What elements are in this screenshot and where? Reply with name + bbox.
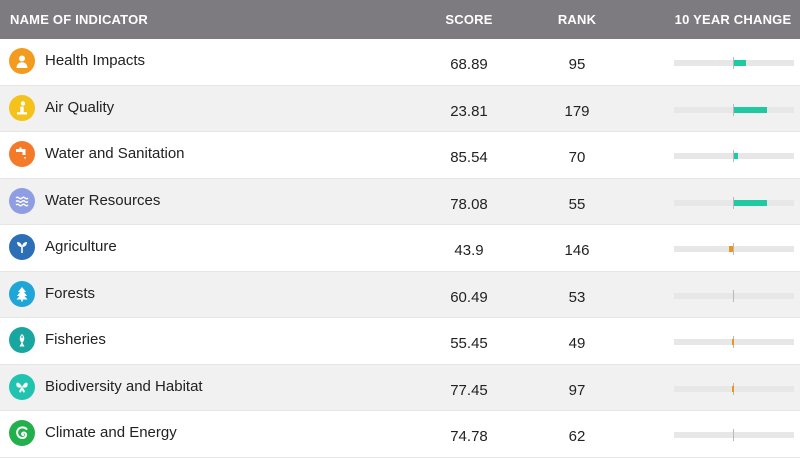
table-row[interactable]: Water Resources 78.08 55 xyxy=(0,178,800,225)
change-zero-line xyxy=(733,382,734,395)
indicator-label: Climate and Energy xyxy=(45,424,177,441)
indicator-label: Agriculture xyxy=(45,238,117,255)
change-fill xyxy=(733,153,739,159)
fish-icon xyxy=(9,327,35,353)
ten-year-change-bar xyxy=(674,429,794,441)
indicator-label: Water Resources xyxy=(45,191,161,209)
ten-year-change-bar xyxy=(674,289,794,302)
indicator-label: Health Impacts xyxy=(45,52,146,69)
faucet-icon xyxy=(9,141,35,167)
rank-value: 95 xyxy=(568,56,586,73)
table-row[interactable]: Forests 60.49 53 xyxy=(0,271,800,318)
indicator-label: Forests xyxy=(45,284,96,302)
waves-icon xyxy=(9,187,35,214)
rank-value: 53 xyxy=(568,288,586,306)
change-fill xyxy=(733,199,767,206)
ten-year-change-bar xyxy=(674,382,794,395)
score-value: 78.08 xyxy=(450,195,488,213)
indicator-label: Fisheries xyxy=(45,331,106,348)
header-rank[interactable]: RANK xyxy=(557,12,597,27)
header-score[interactable]: SCORE xyxy=(445,12,493,27)
score-value: 60.49 xyxy=(450,288,488,306)
change-fill xyxy=(731,339,734,345)
table-row[interactable]: Fisheries 55.45 49 xyxy=(0,318,800,365)
score-value: 43.9 xyxy=(454,242,484,259)
table-row[interactable]: Air Quality 23.81 179 xyxy=(0,85,800,132)
rank-value: 179 xyxy=(564,102,590,120)
score-value: 85.54 xyxy=(450,149,488,166)
change-zero-line xyxy=(733,429,734,441)
butterfly-icon xyxy=(9,373,35,400)
table-body: Health Impacts 68.89 95 Air Quality 23.8… xyxy=(0,39,800,458)
rank-value: 49 xyxy=(568,335,586,352)
table-row[interactable]: Health Impacts 68.89 95 xyxy=(0,39,800,86)
ten-year-change-bar xyxy=(674,196,794,209)
sprout-icon xyxy=(9,234,35,260)
table-header: NAME OF INDICATOR SCORE RANK 10 YEAR CHA… xyxy=(0,0,800,39)
ten-year-change-bar xyxy=(674,57,794,69)
header-name-of-indicator[interactable]: NAME OF INDICATOR xyxy=(10,12,148,27)
tree-icon xyxy=(9,280,35,307)
table-row[interactable]: Biodiversity and Habitat 77.45 97 xyxy=(0,364,800,411)
change-zero-line xyxy=(733,336,734,348)
indicator-label: Biodiversity and Habitat xyxy=(45,377,203,395)
change-fill xyxy=(733,60,746,66)
table-row[interactable]: Climate and Energy 74.78 62 xyxy=(0,411,800,458)
smokestack-icon xyxy=(9,94,35,121)
score-value: 55.45 xyxy=(450,335,488,352)
indicator-label: Water and Sanitation xyxy=(45,145,185,162)
table-row[interactable]: Water and Sanitation 85.54 70 xyxy=(0,132,800,179)
change-zero-line xyxy=(733,289,734,302)
score-value: 77.45 xyxy=(450,381,488,399)
climate-swirl-icon xyxy=(9,420,35,446)
ten-year-change-bar xyxy=(674,150,794,162)
change-zero-line xyxy=(733,243,734,255)
score-value: 74.78 xyxy=(450,428,488,445)
rank-value: 62 xyxy=(568,428,586,445)
table-row[interactable]: Agriculture 43.9 146 xyxy=(0,225,800,272)
rank-value: 146 xyxy=(564,242,590,259)
person-icon xyxy=(9,48,35,74)
rank-value: 97 xyxy=(568,381,586,399)
header-10-year-change[interactable]: 10 YEAR CHANGE xyxy=(674,12,792,27)
ten-year-change-bar xyxy=(674,243,794,255)
rank-value: 70 xyxy=(568,149,586,166)
indicator-label: Air Quality xyxy=(45,98,115,116)
rank-value: 55 xyxy=(568,195,586,213)
ten-year-change-bar xyxy=(674,103,794,116)
score-value: 23.81 xyxy=(450,102,488,120)
ten-year-change-bar xyxy=(674,336,794,348)
change-fill xyxy=(733,106,767,113)
score-value: 68.89 xyxy=(450,56,488,73)
change-fill xyxy=(728,246,734,252)
change-fill xyxy=(731,385,734,392)
